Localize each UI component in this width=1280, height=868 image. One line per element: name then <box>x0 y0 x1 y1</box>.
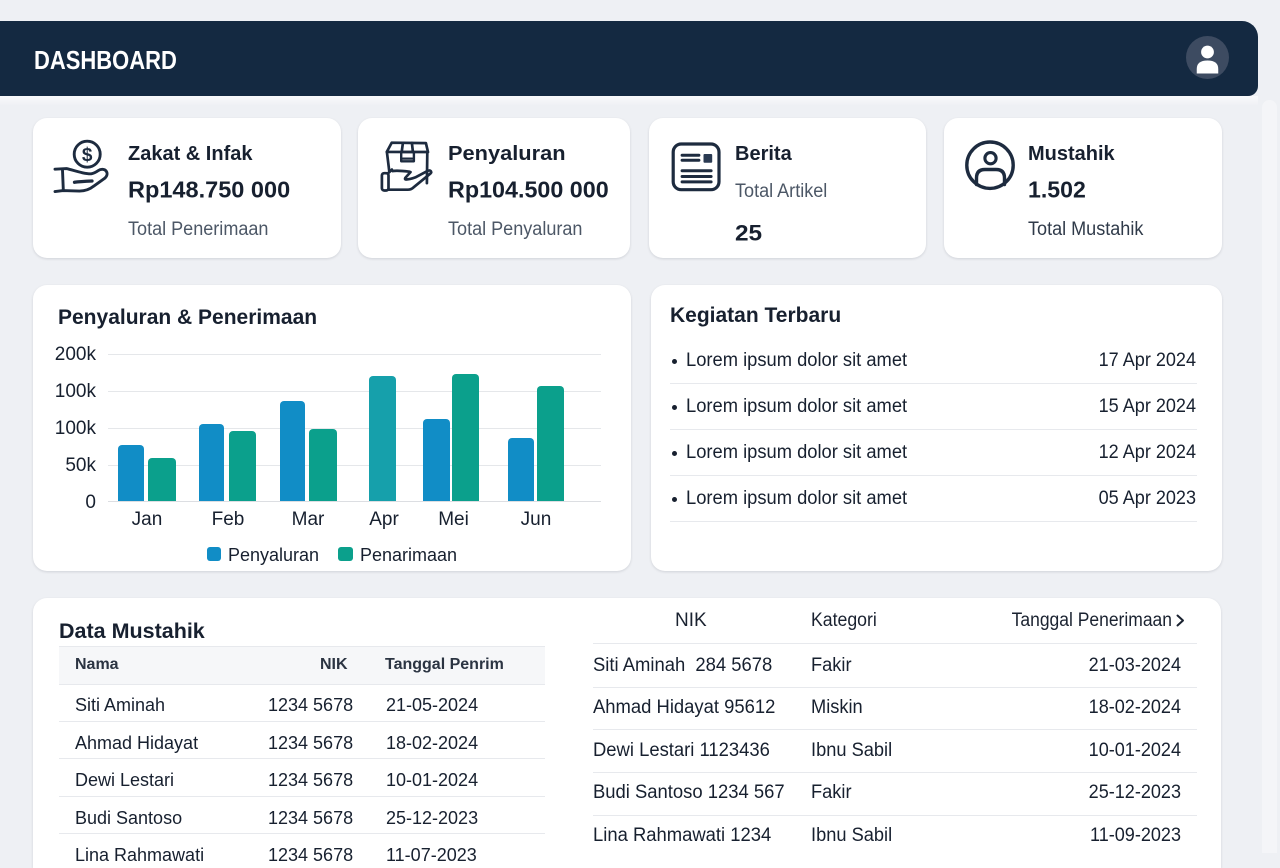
svg-text:$: $ <box>82 145 93 166</box>
